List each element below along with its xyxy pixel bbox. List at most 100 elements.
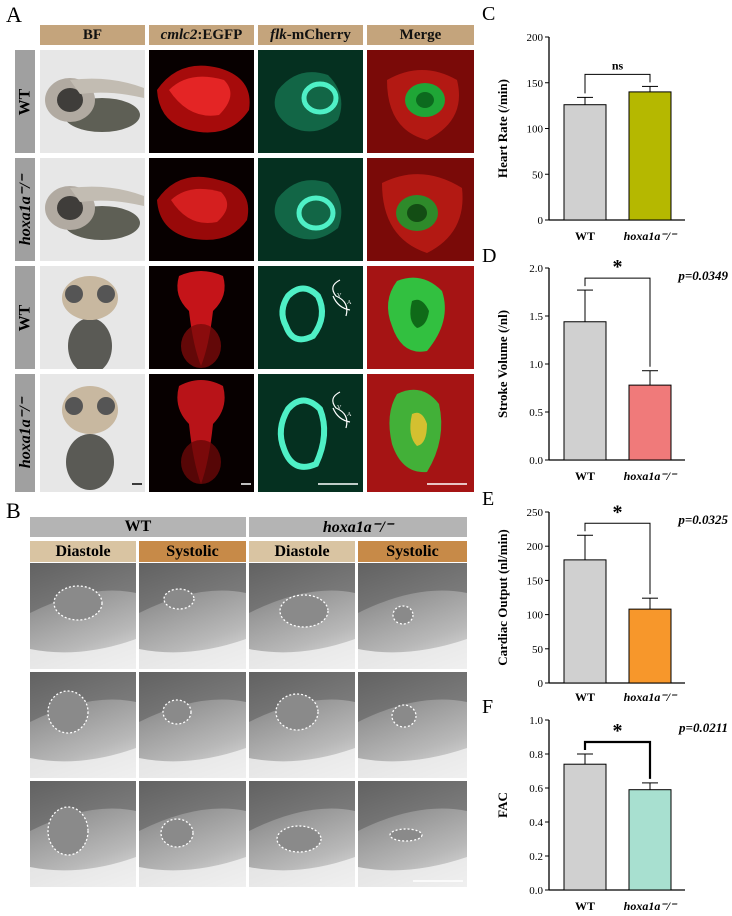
panel-b-label: B (6, 498, 21, 523)
col-header-merge: Merge (367, 25, 474, 45)
chart-e-ytick-label: 50 (532, 644, 544, 656)
chart-f-ylabel: FAC (495, 792, 510, 818)
chart-f-ytick-label: 0.8 (529, 749, 543, 761)
chart-f-ytick-label: 0.2 (529, 851, 543, 863)
chart-e-ytick-label: 150 (527, 575, 544, 587)
chart-c-category-label: WT (575, 229, 595, 243)
egfp-image-hoxa1a-ventral (149, 374, 254, 492)
chart-d-sig-bracket (584, 277, 651, 367)
heart-micrograph-r3-c2 (139, 781, 246, 887)
inset-label-v: V (337, 293, 342, 299)
chart-f-bar-wt (563, 763, 607, 891)
chart-e-bar-wt (563, 559, 607, 684)
chart-d-ylabel: Stroke Volume (/nl) (495, 310, 510, 418)
group-header-wt: WT (30, 517, 246, 537)
egfp-image-wt-ventral (149, 266, 254, 369)
chart-f-ytick-label: 0.0 (529, 885, 543, 897)
inset-label-a-2: A (347, 412, 352, 418)
heart-micrograph-r1-c2 (139, 563, 246, 669)
chart-d-ytick-label: 2.0 (529, 263, 543, 275)
mcherry-image-wt-lateral (258, 50, 363, 153)
chart-f-category-label: hoxa1a⁻/⁻ (624, 899, 678, 913)
chart-f-ytick-label: 0.4 (529, 817, 543, 829)
merge-image-hoxa1a-lateral (367, 158, 474, 261)
chart-c-bar-wt (563, 104, 607, 221)
chart-e-category-label: WT (575, 690, 595, 704)
egfp-image-wt-lateral (149, 50, 254, 153)
chart-c-ytick-label: 0 (538, 215, 544, 227)
chart-d-ytick-label: 1.0 (529, 359, 543, 371)
heart-micrograph-r3-c4 (358, 781, 467, 887)
panel-f-label: F (482, 696, 493, 718)
chart-e-ytick-label: 100 (527, 610, 544, 622)
row-label-wt-lateral: WT (15, 50, 35, 153)
mcherry-image-hoxa1a-lateral (258, 158, 363, 261)
chart-d-pvalue: p=0.0349 (677, 268, 728, 283)
row-label-wt-ventral: WT (15, 266, 35, 369)
row-label-hoxa1a-lateral: hoxa1a⁻/⁻ (15, 158, 35, 261)
col-header-flk: flk -mCherry (258, 25, 363, 45)
mcherry-image-wt-ventral: V A (258, 266, 363, 369)
chart-e-ylabel: Cardiac Output (nl/min) (495, 529, 510, 666)
chart-d-ytick-label: 1.5 (529, 311, 543, 323)
chart-d-category-label: WT (575, 469, 595, 483)
chart-f-bar-hoxa1a (628, 789, 672, 891)
heart-micrograph-r1-c1 (30, 563, 136, 669)
chart-d-ytick-label: 0.0 (529, 455, 543, 467)
egfp-image-hoxa1a-lateral (149, 158, 254, 261)
chart-e-pvalue: p=0.0325 (677, 512, 728, 527)
chart-c-ylabel: Heart Rate (/min) (495, 79, 510, 178)
chart-e-ytick-label: 0 (538, 678, 544, 690)
chart-d-bar-wt (563, 321, 607, 461)
bf-image-wt-ventral (40, 266, 145, 369)
heart-micrograph-r1-c3 (249, 563, 355, 669)
panel-c-label: C (482, 3, 495, 25)
chart-c-category-label: hoxa1a⁻/⁻ (624, 229, 678, 243)
heart-micrograph-r2-c1 (30, 672, 136, 778)
col-header-cmlc2: cmlc2:EGFP (149, 25, 254, 45)
bf-image-hoxa1a-ventral (40, 374, 145, 492)
chart-e-ytick-label: 200 (527, 541, 544, 553)
chart-c-ytick-label: 100 (527, 124, 544, 136)
chart-f-sig-marker: * (613, 720, 623, 742)
phase-header-hoxa1a-diastole: Diastole (249, 541, 355, 562)
heart-micrograph-r1-c4 (358, 563, 467, 669)
chart-f-ytick-label: 1.0 (529, 715, 543, 727)
bar-charts: C 0 50 100 150 200 Heart Rate (/min) WT hoxa1a⁻/… (482, 3, 728, 913)
chart-c-ytick-label: 150 (527, 78, 544, 90)
panel-d-label: D (482, 245, 496, 267)
chart-d-sig-marker: * (613, 256, 623, 278)
heart-micrograph-r2-c4 (358, 672, 467, 778)
group-header-hoxa1a: hoxa1a⁻/⁻ (249, 517, 467, 537)
chart-e-sig-marker: * (613, 501, 623, 523)
phase-header-wt-diastole: Diastole (30, 541, 136, 562)
mcherry-image-hoxa1a-ventral: V A (258, 374, 363, 492)
merge-image-hoxa1a-ventral (367, 374, 474, 492)
heart-micrograph-r2-c3 (249, 672, 355, 778)
chart-f-sig-bracket (583, 740, 652, 779)
chart-e-ytick-label: 250 (527, 507, 544, 519)
panel-a-label: A (6, 2, 22, 27)
panel-e-label: E (482, 488, 494, 510)
inset-label-v-2: V (337, 405, 342, 411)
chart-c-ytick-label: 50 (532, 169, 544, 181)
chart-c-bar-hoxa1a (628, 91, 672, 221)
chart-f-ytick-label: 0.6 (529, 783, 543, 795)
bf-image-wt-lateral (40, 50, 145, 153)
row-label-hoxa1a-ventral: hoxa1a⁻/⁻ (15, 374, 35, 492)
heart-micrograph-r2-c2 (139, 672, 246, 778)
inset-label-a: A (347, 300, 352, 306)
merge-image-wt-ventral (367, 266, 474, 369)
chart-d-ytick-label: 0.5 (529, 407, 543, 419)
chart-f-pvalue: p=0.0211 (678, 720, 728, 735)
chart-e-category-label: hoxa1a⁻/⁻ (624, 690, 678, 704)
bf-image-hoxa1a-lateral (40, 158, 145, 261)
chart-e-bar-hoxa1a (628, 608, 672, 684)
chart-c-ytick-label: 200 (527, 32, 544, 44)
heart-micrograph-r3-c3 (249, 781, 355, 887)
chart-f-category-label: WT (575, 899, 595, 913)
merge-image-wt-lateral (367, 50, 474, 153)
col-header-bf: BF (40, 25, 145, 45)
phase-header-hoxa1a-systolic: Systolic (358, 541, 467, 562)
chart-c-sig-bracket (584, 73, 651, 94)
